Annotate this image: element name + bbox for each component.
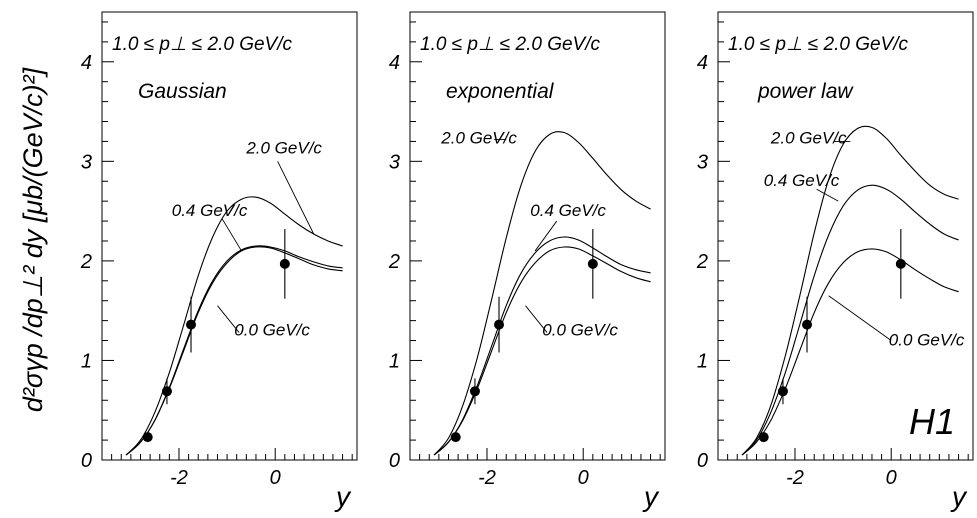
y-tick-label: 4 <box>389 52 400 74</box>
curve-20-gev <box>741 125 959 456</box>
curve-label: 2.0 GeV/c <box>245 138 322 157</box>
y-tick-label: 1 <box>81 350 92 372</box>
model-title: exponential <box>446 80 555 103</box>
model-title: Gaussian <box>138 80 227 103</box>
x-tick-label: -2 <box>786 467 804 489</box>
x-tick-label: 0 <box>270 467 281 489</box>
y-tick-label: 2 <box>80 251 92 273</box>
curve-20-gev <box>125 196 343 456</box>
data-point <box>161 386 172 397</box>
y-tick-label: 4 <box>81 52 92 74</box>
curve-label-leader <box>221 218 242 252</box>
data-point <box>758 432 769 443</box>
curve-label-leader <box>816 188 839 202</box>
curve-label: 0.0 GeV/c <box>889 331 965 350</box>
data-point <box>777 386 788 397</box>
plot-frame <box>717 11 974 461</box>
y-tick-label: 0 <box>389 450 400 472</box>
panel-1: 0 1 2 3 4 -2 0 y 1.0 ≤ p⊥ ≤ 2.0 GeV/c Gaussian 0.0… <box>80 11 358 512</box>
data-point <box>142 432 153 443</box>
y-tick-label: 0 <box>81 450 92 472</box>
x-tick-label: 0 <box>886 467 897 489</box>
curve-label: 0.4 GeV/c <box>764 171 840 190</box>
curve-04-gev <box>741 184 959 456</box>
y-tick-label: 3 <box>697 151 708 173</box>
curve-label: 2.0 GeV/c <box>770 128 847 147</box>
experiment-badge: H1 <box>909 401 955 442</box>
curve-04-gev <box>433 236 651 456</box>
y-tick-label: 0 <box>697 450 708 472</box>
y-tick-label: 2 <box>388 251 400 273</box>
x-axis-label: y <box>642 481 660 512</box>
data-point <box>469 386 480 397</box>
curve-label: 2.0 GeV/c <box>440 128 517 147</box>
data-point <box>450 432 461 443</box>
curve-label: 0.0 GeV/c <box>234 321 310 340</box>
y-axis-label: d²σγp /dp⊥² dy [μb/(GeV/c)²] <box>18 66 48 412</box>
data-point <box>895 258 906 269</box>
y-tick-label: 1 <box>389 350 400 372</box>
curve-00-gev <box>125 246 343 456</box>
data-point <box>279 258 290 269</box>
y-tick-label: 4 <box>697 52 708 74</box>
curve-label: 0.0 GeV/c <box>542 321 618 340</box>
data-point <box>587 258 598 269</box>
curve-label-leader <box>217 305 240 333</box>
model-title: power law <box>757 80 854 103</box>
data-point <box>494 319 505 330</box>
y-tick-label: 3 <box>81 151 92 173</box>
curve-04-gev <box>125 245 343 456</box>
curve-label: 0.4 GeV/c <box>530 201 606 220</box>
curve-00-gev <box>741 248 959 456</box>
curve-label-leader <box>828 295 892 341</box>
curve-00-gev <box>433 246 651 456</box>
x-tick-label: -2 <box>170 467 188 489</box>
panel-2: 0 1 2 3 4 -2 0 y 1.0 ≤ p⊥ ≤ 2.0 GeV/c exponential… <box>388 11 666 512</box>
curve-label-leader <box>277 161 315 235</box>
pt-range-label: 1.0 ≤ p⊥ ≤ 2.0 GeV/c <box>728 34 908 55</box>
x-tick-label: -2 <box>478 467 496 489</box>
pt-range-label: 1.0 ≤ p⊥ ≤ 2.0 GeV/c <box>420 34 600 55</box>
panel-3: 0 1 2 3 4 -2 0 y 1.0 ≤ p⊥ ≤ 2.0 GeV/c power law 0.… <box>696 11 974 512</box>
x-axis-label: y <box>950 481 968 512</box>
plot-frame <box>409 11 666 461</box>
plot-frame <box>101 11 358 461</box>
x-axis-label: y <box>334 481 352 512</box>
y-tick-label: 3 <box>389 151 400 173</box>
data-point <box>186 319 197 330</box>
curve-label-leader <box>525 305 548 333</box>
curve-label: 0.4 GeV/c <box>172 201 248 220</box>
curve-20-gev <box>433 131 651 456</box>
y-tick-label: 2 <box>696 251 708 273</box>
x-tick-label: 0 <box>578 467 589 489</box>
pt-range-label: 1.0 ≤ p⊥ ≤ 2.0 GeV/c <box>112 34 292 55</box>
y-tick-label: 1 <box>697 350 708 372</box>
curve-label-leader <box>534 220 558 252</box>
data-point <box>802 319 813 330</box>
